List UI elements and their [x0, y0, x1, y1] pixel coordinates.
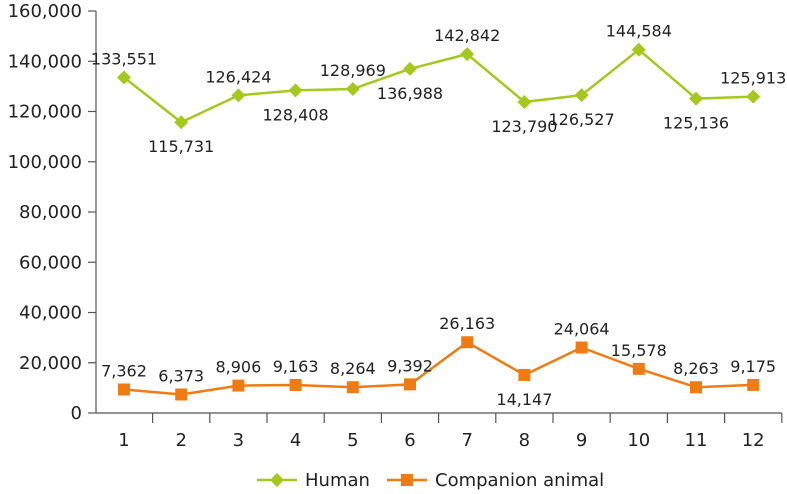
x-tick-label: 7 — [461, 430, 472, 451]
data-point — [631, 42, 646, 57]
x-tick-label: 1 — [118, 430, 129, 451]
y-tick-label: 100,000 — [8, 152, 82, 173]
data-label: 8,906 — [215, 358, 261, 377]
data-point — [175, 388, 188, 401]
data-label: 128,969 — [320, 61, 386, 80]
data-label: 15,578 — [611, 341, 667, 360]
data-label: 115,731 — [148, 137, 214, 156]
x-tick-label: 8 — [519, 430, 530, 451]
data-label: 136,988 — [377, 84, 443, 103]
data-label: 9,163 — [273, 357, 319, 376]
data-point — [346, 381, 359, 394]
data-label: 142,842 — [434, 26, 500, 45]
legend: Human Companion animal — [257, 470, 604, 491]
legend-marker — [270, 473, 284, 487]
data-label: 144,584 — [606, 22, 672, 41]
series-layer: 133,551 115,731 126,424 128,408 128,969 136,9… — [91, 22, 786, 409]
y-tick-label: 40,000 — [19, 303, 82, 324]
series-companion-animal: 7,362 6,373 8,906 9,163 8,264 9,392 26,163 14,1… — [101, 314, 776, 409]
y-tick-label: 160,000 — [8, 1, 82, 22]
x-tick-label: 4 — [290, 430, 301, 451]
data-label: 8,263 — [673, 359, 719, 378]
data-point — [517, 94, 532, 109]
data-label: 126,424 — [205, 67, 271, 86]
data-point — [575, 341, 588, 354]
y-tick-label: 60,000 — [19, 252, 82, 273]
data-point — [460, 47, 475, 62]
data-point — [632, 362, 645, 375]
y-tick-label: 0 — [71, 403, 82, 424]
legend-label: Companion animal — [435, 470, 604, 491]
x-tick-label: 11 — [685, 430, 708, 451]
series-line — [123, 48, 754, 124]
data-point — [232, 379, 245, 392]
data-point — [574, 88, 589, 103]
series-human: 133,551 115,731 126,424 128,408 128,969 136,9… — [91, 22, 786, 156]
data-point — [289, 378, 302, 391]
legend-label: Human — [305, 470, 370, 491]
data-label: 9,392 — [387, 356, 433, 375]
x-axis: 1 2 3 4 5 6 7 8 9 10 11 12 — [96, 412, 783, 451]
data-label: 8,264 — [330, 359, 376, 378]
data-point — [747, 378, 760, 391]
data-label: 26,163 — [439, 314, 495, 333]
data-point — [461, 336, 474, 349]
data-label: 133,551 — [91, 49, 157, 68]
data-point — [288, 83, 303, 98]
series-line — [123, 340, 754, 396]
data-point — [690, 381, 702, 394]
data-label: 9,175 — [730, 357, 776, 376]
x-tick-label: 10 — [627, 430, 650, 451]
data-point — [404, 378, 416, 391]
data-label: 6,373 — [158, 366, 204, 385]
data-point — [118, 383, 130, 396]
data-label: 24,064 — [554, 320, 610, 339]
x-tick-label: 2 — [175, 430, 186, 451]
data-label: 7,362 — [101, 361, 147, 380]
data-label: 125,913 — [720, 69, 786, 88]
y-tick-label: 140,000 — [8, 51, 82, 72]
y-tick-label: 80,000 — [19, 202, 82, 223]
y-axis: 0 20,000 40,000 60,000 80,000 100,000 120,000 1… — [8, 1, 97, 424]
data-label: 123,790 — [491, 117, 557, 136]
data-label: 14,147 — [496, 390, 552, 409]
data-point — [689, 91, 703, 106]
y-tick-label: 120,000 — [8, 102, 82, 123]
data-label: 126,527 — [549, 110, 615, 129]
y-tick-label: 20,000 — [19, 353, 82, 374]
data-point — [231, 88, 246, 103]
legend-marker — [401, 474, 413, 486]
x-tick-label: 12 — [742, 430, 765, 451]
data-point — [403, 61, 417, 76]
x-tick-label: 6 — [404, 430, 415, 451]
data-label: 125,136 — [663, 114, 729, 133]
x-tick-label: 5 — [347, 430, 358, 451]
data-point — [746, 89, 761, 104]
x-tick-label: 9 — [576, 430, 587, 451]
data-point — [117, 70, 131, 85]
data-point — [518, 368, 531, 381]
data-point — [345, 81, 360, 96]
legend-item: Companion animal — [387, 470, 604, 491]
legend-item: Human — [257, 470, 370, 491]
x-tick-label: 3 — [233, 430, 244, 451]
data-point — [174, 115, 189, 130]
data-label: 128,408 — [263, 105, 329, 124]
